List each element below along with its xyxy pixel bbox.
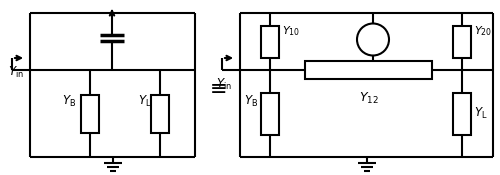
Text: $Y_{\rm in}$: $Y_{\rm in}$ bbox=[216, 76, 232, 92]
Bar bbox=[453, 26, 471, 58]
Text: $\equiv$: $\equiv$ bbox=[206, 77, 227, 97]
Bar bbox=[305, 61, 432, 79]
Text: $Y_{\rm L}$: $Y_{\rm L}$ bbox=[138, 94, 151, 109]
Bar bbox=[453, 93, 471, 135]
Text: $Y_{\rm L}$: $Y_{\rm L}$ bbox=[474, 106, 488, 121]
Text: $Y_{\rm in}$: $Y_{\rm in}$ bbox=[8, 64, 24, 80]
Bar bbox=[81, 94, 99, 132]
Text: $Y_{\rm B}$: $Y_{\rm B}$ bbox=[62, 94, 76, 109]
Text: $Y_{10}$: $Y_{10}$ bbox=[282, 25, 300, 38]
Bar bbox=[151, 94, 169, 132]
Text: $Y_{\rm B}$: $Y_{\rm B}$ bbox=[244, 94, 258, 109]
Bar bbox=[261, 93, 279, 135]
Circle shape bbox=[357, 23, 389, 55]
Text: $Y_{20}$: $Y_{20}$ bbox=[474, 25, 492, 38]
Text: $Y_{12}$: $Y_{12}$ bbox=[358, 90, 378, 106]
Bar bbox=[261, 26, 279, 58]
